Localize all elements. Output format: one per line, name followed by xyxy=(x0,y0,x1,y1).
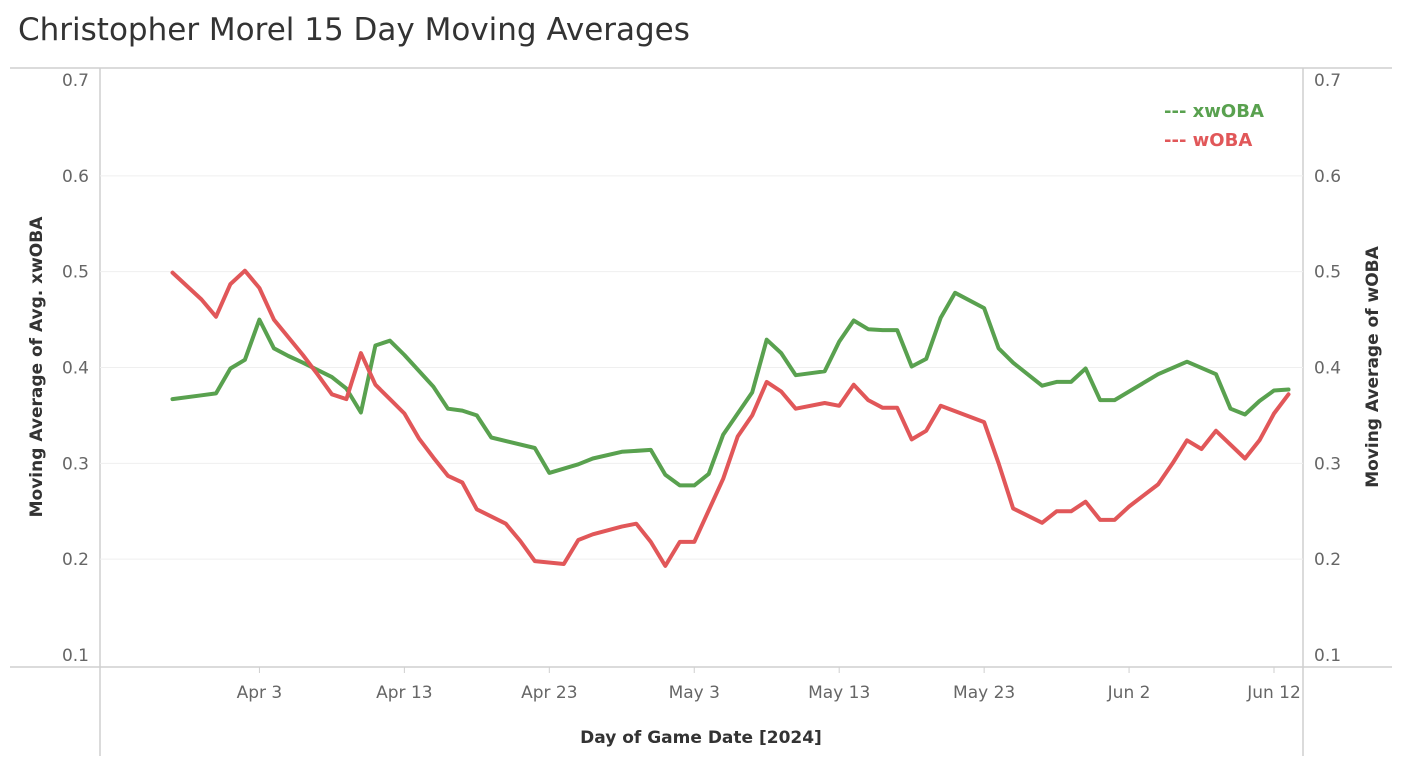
y-tick-label-left: 0.2 xyxy=(62,550,89,570)
legend: --- xwOBA --- wOBA xyxy=(1164,101,1264,151)
y-tick-label-right: 0.7 xyxy=(1314,71,1341,91)
y-tick-label-left: 0.4 xyxy=(62,359,89,379)
y-tick-label-left: 0.5 xyxy=(62,263,89,283)
chart-title: Christopher Morel 15 Day Moving Averages xyxy=(18,12,690,48)
y-tick-label-right: 0.3 xyxy=(1314,454,1341,474)
gridlines xyxy=(100,175,1303,560)
y-axis-left: 0.1 0.2 0.3 0.4 0.5 0.6 0.7 xyxy=(62,71,89,666)
y-tick-label-right: 0.2 xyxy=(1314,550,1341,570)
chart-frame xyxy=(10,67,1392,756)
legend-entry-xwoba: --- xwOBA xyxy=(1164,101,1264,122)
x-tick-label: Jun 12 xyxy=(1246,683,1301,703)
x-tick-label: Apr 3 xyxy=(237,683,283,703)
series-line-xwoba xyxy=(170,290,1291,488)
y-tick-label-right: 0.1 xyxy=(1314,646,1341,666)
x-tick-label: May 3 xyxy=(669,683,720,703)
y-axis-right: 0.1 0.2 0.3 0.4 0.5 0.6 0.7 xyxy=(1314,71,1341,666)
x-tick-label: Apr 23 xyxy=(521,683,577,703)
series-line-woba xyxy=(170,268,1291,568)
x-axis: Apr 3 Apr 13 Apr 23 May 3 May 13 May 23 Jun 2 J… xyxy=(237,667,1301,703)
y-tick-label-left: 0.1 xyxy=(62,646,89,666)
x-axis-title: Day of Game Date [2024] xyxy=(580,728,822,748)
y-tick-label-left: 0.7 xyxy=(62,71,89,91)
series-lines xyxy=(170,268,1291,568)
legend-entry-woba: --- wOBA xyxy=(1164,130,1252,151)
x-tick-label: May 23 xyxy=(953,683,1015,703)
y-tick-label-right: 0.6 xyxy=(1314,167,1341,187)
y-axis-right-title: Moving Average of wOBA xyxy=(1363,245,1383,487)
x-tick-label: Apr 13 xyxy=(376,683,432,703)
y-tick-label-right: 0.5 xyxy=(1314,263,1341,283)
y-tick-label-left: 0.6 xyxy=(62,167,89,187)
y-tick-label-left: 0.3 xyxy=(62,454,89,474)
x-tick-label: Jun 2 xyxy=(1107,683,1151,703)
y-tick-label-right: 0.4 xyxy=(1314,359,1341,379)
x-tick-label: May 13 xyxy=(808,683,870,703)
y-axis-left-title: Moving Average of Avg. xwOBA xyxy=(27,216,47,518)
